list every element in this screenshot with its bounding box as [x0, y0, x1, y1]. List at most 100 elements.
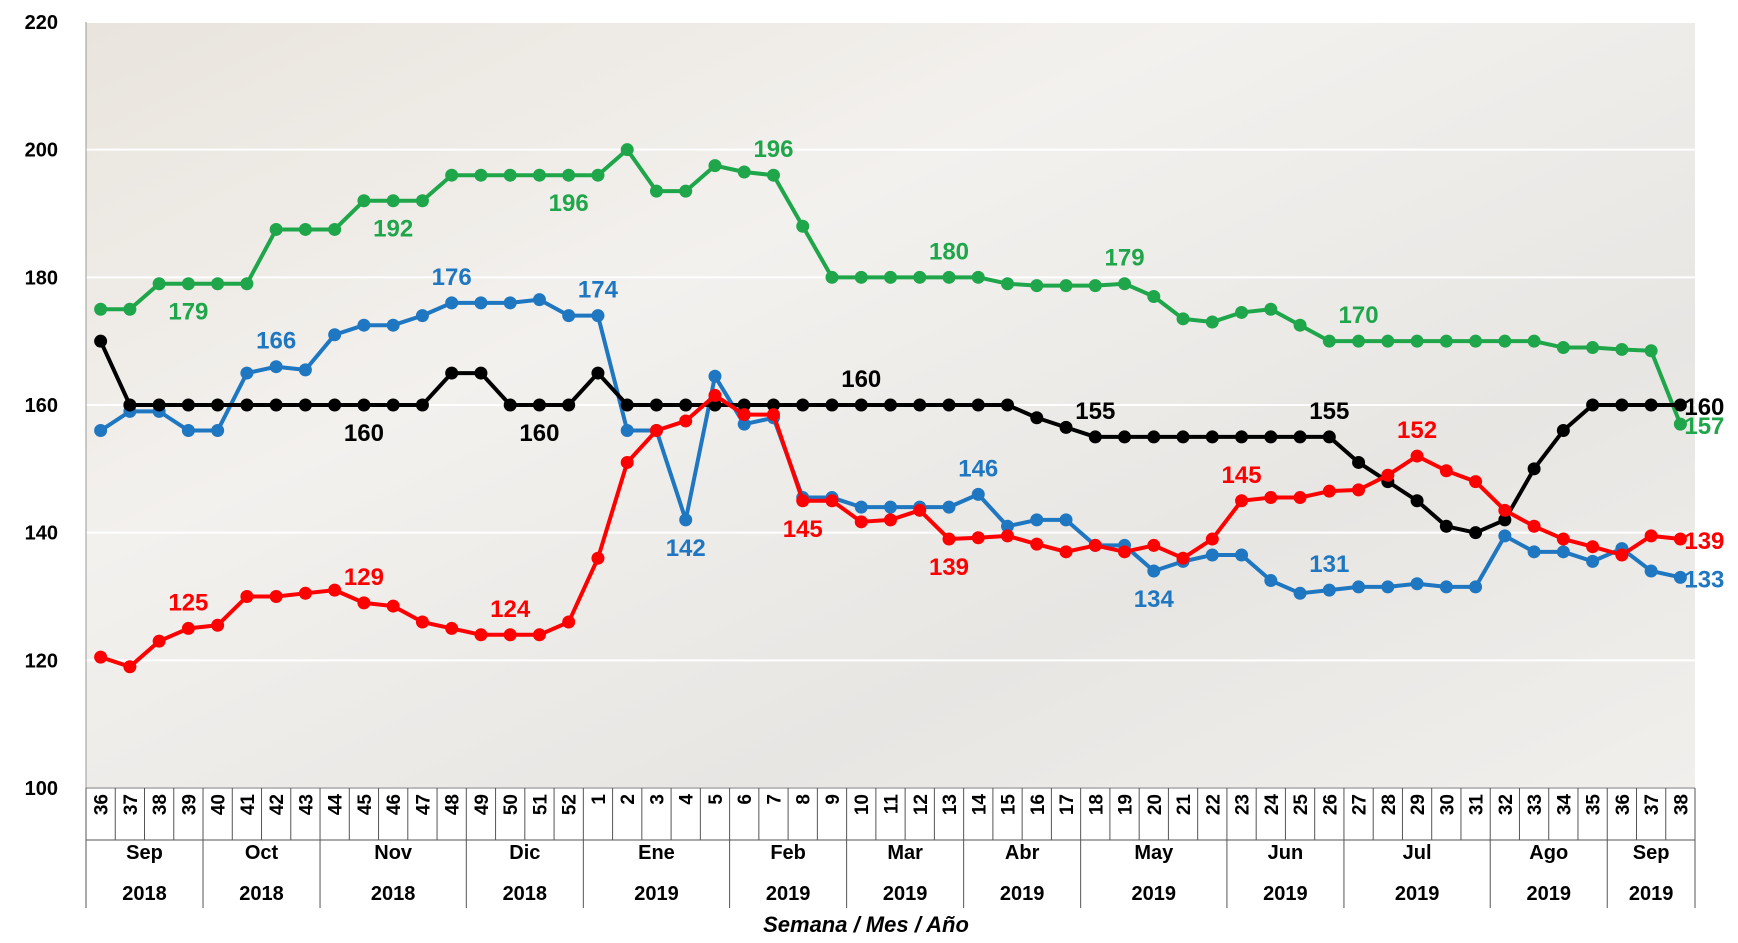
- point: [94, 302, 108, 316]
- point: [1205, 548, 1219, 562]
- x-tick-label: 43: [296, 794, 317, 815]
- year-label: 2019: [634, 883, 679, 905]
- point: [1469, 526, 1483, 540]
- x-tick-label: 1: [589, 794, 610, 805]
- point: [1001, 529, 1015, 543]
- point: [1644, 344, 1658, 358]
- value-label: 192: [373, 216, 413, 243]
- point: [1001, 519, 1015, 533]
- point: [1527, 545, 1541, 559]
- point: [1176, 312, 1190, 326]
- x-tick-label: 23: [1233, 794, 1254, 815]
- point: [1469, 334, 1483, 348]
- point: [1088, 279, 1102, 293]
- x-tick-label: 4: [677, 794, 698, 805]
- x-tick-label: 25: [1291, 794, 1312, 816]
- point: [649, 184, 663, 198]
- x-tick-label: 18: [1086, 794, 1107, 815]
- month-label: Oct: [245, 842, 279, 864]
- x-tick-label: 40: [209, 794, 230, 815]
- x-tick-label: 47: [413, 794, 434, 815]
- x-tick-label: 32: [1496, 794, 1517, 815]
- point: [1264, 491, 1278, 505]
- point: [328, 583, 342, 597]
- point: [591, 309, 605, 323]
- point: [942, 500, 956, 514]
- x-tick-label: 30: [1437, 794, 1458, 815]
- point: [679, 513, 693, 527]
- point: [474, 366, 488, 380]
- x-tick-label: 36: [92, 794, 113, 815]
- point: [1439, 519, 1453, 533]
- point: [1118, 430, 1132, 444]
- point: [1410, 577, 1424, 591]
- point: [1615, 548, 1629, 562]
- point: [1673, 398, 1687, 412]
- y-tick-label: 180: [25, 267, 58, 289]
- point: [854, 398, 868, 412]
- point: [532, 628, 546, 642]
- point: [211, 618, 225, 632]
- x-tick-label: 21: [1174, 794, 1195, 816]
- point: [1586, 398, 1600, 412]
- point: [766, 408, 780, 422]
- point: [152, 634, 166, 648]
- point: [825, 270, 839, 284]
- point: [1439, 580, 1453, 594]
- x-tick-label: 38: [1671, 794, 1692, 815]
- point: [1527, 519, 1541, 533]
- point: [913, 503, 927, 517]
- point: [1615, 398, 1629, 412]
- point: [298, 586, 312, 600]
- x-tick-label: 48: [443, 794, 464, 815]
- x-tick-label: 8: [794, 794, 815, 805]
- point: [1293, 318, 1307, 332]
- value-label: 196: [549, 190, 589, 217]
- point: [123, 302, 137, 316]
- x-tick-label: 10: [852, 794, 873, 815]
- point: [854, 500, 868, 514]
- point: [766, 168, 780, 182]
- point: [415, 194, 429, 208]
- point: [884, 270, 897, 284]
- point: [1235, 430, 1249, 444]
- point: [1410, 334, 1424, 348]
- x-tick-label: 24: [1262, 794, 1283, 816]
- point: [240, 398, 254, 412]
- point: [240, 366, 254, 380]
- point: [415, 615, 429, 629]
- point: [1556, 341, 1570, 355]
- value-label: 196: [753, 136, 793, 163]
- x-tick-label: 12: [911, 794, 932, 815]
- point: [1352, 483, 1366, 497]
- value-label: 155: [1075, 398, 1115, 425]
- point: [1439, 334, 1453, 348]
- point: [1498, 503, 1512, 517]
- month-label: Ago: [1529, 842, 1568, 864]
- point: [591, 168, 605, 182]
- point: [854, 270, 868, 284]
- point: [1147, 430, 1161, 444]
- point: [181, 424, 195, 438]
- x-tick-label: 17: [1057, 794, 1078, 815]
- point: [679, 398, 693, 412]
- point: [1088, 430, 1102, 444]
- y-tick-label: 160: [25, 395, 58, 417]
- point: [1381, 468, 1395, 482]
- point: [854, 515, 868, 529]
- point: [1586, 540, 1600, 554]
- value-label: 170: [1339, 302, 1379, 329]
- year-label: 2019: [883, 883, 928, 905]
- month-label: Feb: [770, 842, 806, 864]
- point: [1059, 420, 1073, 434]
- point: [796, 494, 810, 508]
- month-label: Jul: [1403, 842, 1432, 864]
- year-label: 2018: [371, 883, 416, 905]
- point: [445, 296, 459, 310]
- x-tick-label: 5: [706, 794, 727, 805]
- point: [94, 334, 108, 348]
- value-label: 139: [929, 554, 969, 581]
- point: [1030, 537, 1044, 551]
- point: [971, 487, 985, 501]
- point: [1615, 342, 1629, 356]
